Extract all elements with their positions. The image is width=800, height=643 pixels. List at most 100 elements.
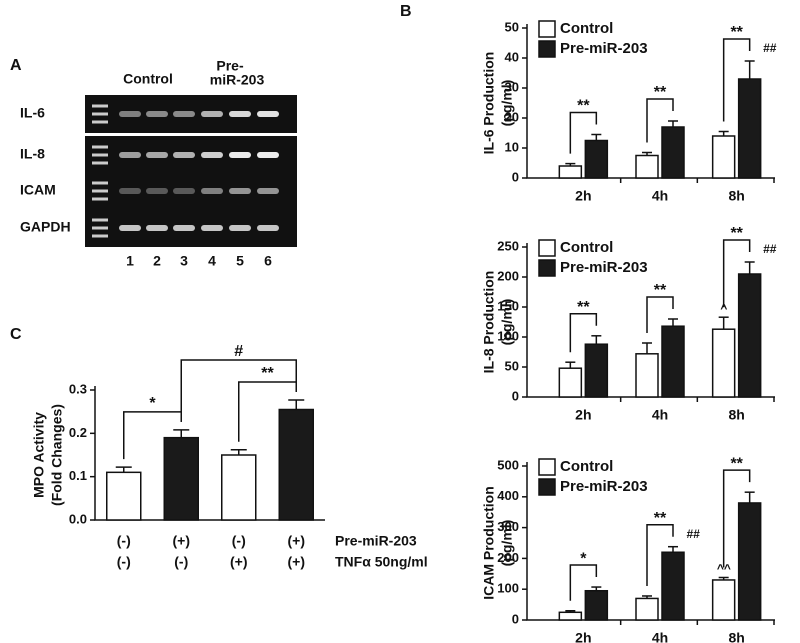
y-tick-label: 30 [505, 79, 519, 94]
bracket [646, 98, 674, 143]
gel-band [173, 188, 195, 194]
legend-swatch [538, 478, 556, 496]
row-label: GAPDH [20, 219, 71, 235]
y-tick-label: 0.0 [69, 511, 87, 526]
bracket-label: ** [654, 84, 667, 101]
legend-label: Pre-miR-203 [560, 259, 648, 276]
legend-swatch [538, 40, 556, 58]
y-tick-label: 300 [497, 519, 519, 534]
row-label: IL-8 [20, 146, 45, 162]
x-tick-label: 2h [575, 407, 591, 423]
y-tick-label: 10 [505, 139, 519, 154]
panel-label: A [10, 57, 22, 74]
lane-label: 5 [236, 253, 244, 269]
y-tick-label: 250 [497, 238, 519, 253]
x-tick-label: 4h [652, 630, 668, 643]
ladder-band [92, 181, 108, 185]
bar [737, 78, 762, 179]
bar [558, 611, 583, 621]
y-tick-label: 100 [497, 581, 519, 596]
y-tick-label: 150 [497, 298, 519, 313]
legend-label: Pre-miR-203 [560, 40, 648, 57]
condition-state: (-) [117, 533, 131, 549]
significance-mark: ^^ [717, 562, 731, 576]
y-tick-label: 20 [505, 109, 519, 124]
bar [711, 579, 736, 621]
gel-band [146, 188, 168, 194]
group-label: miR-203 [210, 72, 265, 88]
group-label: Control [123, 71, 173, 87]
y-tick-label: 40 [505, 49, 519, 64]
bracket-label: ** [730, 225, 743, 242]
y-tick-label: 400 [497, 488, 519, 503]
group-label: Pre- [216, 58, 244, 74]
significance-mark: ## [763, 242, 777, 256]
significance-mark: ## [686, 527, 700, 541]
y-tick-label: 50 [505, 358, 519, 373]
panel-label: C [10, 326, 22, 343]
bar [711, 135, 736, 179]
gel-band [119, 152, 141, 158]
legend-label: Control [560, 458, 613, 475]
bracket-label: ** [654, 510, 667, 527]
bar [584, 589, 609, 621]
condition-state: (-) [174, 554, 188, 570]
y-tick-label: 50 [505, 19, 519, 34]
y-tick-label: 0 [512, 611, 519, 626]
gel-band [229, 225, 251, 231]
lane-label: 6 [264, 253, 272, 269]
bracket-label: ** [730, 24, 743, 41]
gel-band [229, 111, 251, 117]
gel-band [119, 111, 141, 117]
bracket [722, 38, 751, 122]
condition-state: (+) [173, 533, 191, 549]
x-tick-label: 4h [652, 188, 668, 204]
bracket-label: ** [577, 299, 590, 316]
condition-state: (-) [232, 533, 246, 549]
bar [558, 367, 583, 398]
condition-state: (+) [230, 554, 248, 570]
ladder-band [92, 161, 108, 165]
bar [635, 154, 659, 179]
bar [635, 353, 659, 398]
bar [737, 273, 762, 398]
lane-label: 2 [153, 253, 161, 269]
significance-mark: ^ [720, 301, 727, 315]
legend-label: Control [560, 239, 613, 256]
gel-band [257, 225, 279, 231]
bracket [722, 469, 751, 568]
condition-label: Pre-miR-203 [335, 533, 417, 549]
bar [661, 551, 685, 621]
y-axis-label: (pg/ml) [499, 520, 515, 567]
lane-label: 1 [126, 253, 134, 269]
gel-band [257, 152, 279, 158]
condition-label: TNFα 50ng/ml [335, 554, 428, 570]
bracket [722, 239, 751, 308]
ladder-band [92, 218, 108, 222]
gel-band [201, 152, 223, 158]
bracket-label: ** [654, 282, 667, 299]
bar [221, 454, 257, 521]
x-tick-label: 8h [728, 188, 744, 204]
bar [584, 139, 609, 179]
bracket-label: * [149, 395, 156, 412]
gel-band [201, 111, 223, 117]
ladder-band [92, 226, 108, 230]
bar [584, 343, 609, 398]
ladder-band [92, 234, 108, 238]
y-axis-label: IL-6 Production [481, 52, 497, 155]
y-tick-label: 100 [497, 328, 519, 343]
panel-label: B [400, 3, 412, 20]
ladder-band [92, 120, 108, 124]
y-tick-label: 0 [512, 169, 519, 184]
condition-state: (-) [117, 554, 131, 570]
x-tick-label: 8h [728, 407, 744, 423]
gel-band [173, 152, 195, 158]
ladder-band [92, 153, 108, 157]
ladder-band [92, 145, 108, 149]
y-axis-label: (pg/ml) [499, 80, 515, 127]
condition-state: (+) [288, 533, 306, 549]
gel-band [201, 188, 223, 194]
gel-band [173, 225, 195, 231]
x-tick-label: 8h [728, 630, 744, 643]
